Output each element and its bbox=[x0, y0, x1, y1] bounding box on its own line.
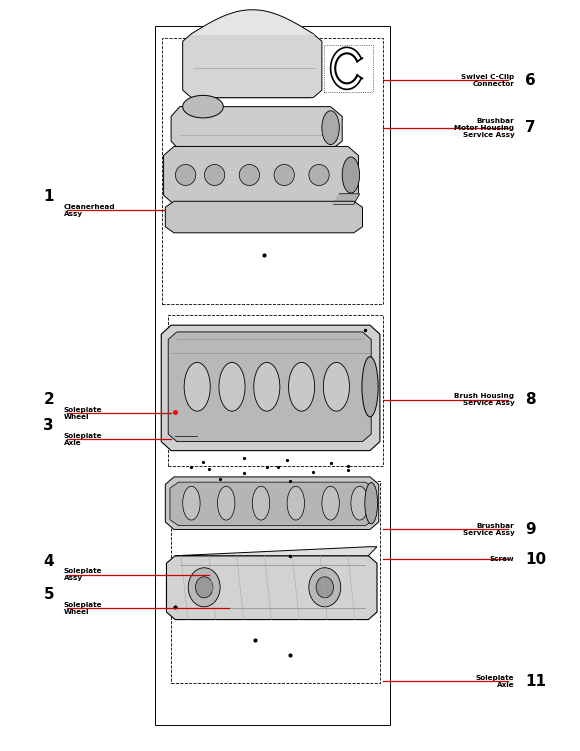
Bar bbox=[162, 38, 383, 304]
Text: 3: 3 bbox=[44, 418, 54, 433]
Polygon shape bbox=[166, 556, 377, 620]
Ellipse shape bbox=[309, 164, 329, 185]
Text: 11: 11 bbox=[525, 674, 546, 689]
Text: 6: 6 bbox=[525, 73, 536, 88]
Text: 10: 10 bbox=[525, 552, 546, 567]
Text: 4: 4 bbox=[44, 553, 54, 569]
Ellipse shape bbox=[365, 482, 378, 524]
Text: Soleplate
Wheel: Soleplate Wheel bbox=[64, 406, 102, 420]
Polygon shape bbox=[183, 34, 322, 98]
Text: Swivel C-Clip
Connector: Swivel C-Clip Connector bbox=[461, 74, 514, 87]
Ellipse shape bbox=[183, 487, 200, 520]
Ellipse shape bbox=[287, 487, 305, 520]
Ellipse shape bbox=[351, 487, 368, 520]
Ellipse shape bbox=[195, 577, 213, 598]
Ellipse shape bbox=[322, 487, 339, 520]
Ellipse shape bbox=[188, 568, 220, 607]
Ellipse shape bbox=[183, 95, 223, 118]
Polygon shape bbox=[165, 201, 362, 233]
Ellipse shape bbox=[362, 357, 378, 417]
Ellipse shape bbox=[323, 362, 349, 412]
Ellipse shape bbox=[316, 577, 334, 598]
Ellipse shape bbox=[274, 164, 294, 185]
Text: Soleplate
Axle: Soleplate Axle bbox=[64, 433, 102, 446]
Bar bbox=[155, 26, 390, 725]
Bar bbox=[168, 315, 383, 466]
Polygon shape bbox=[164, 146, 358, 204]
Text: 7: 7 bbox=[525, 120, 535, 135]
Polygon shape bbox=[175, 547, 377, 556]
Ellipse shape bbox=[184, 362, 211, 412]
Bar bbox=[171, 481, 380, 683]
Ellipse shape bbox=[322, 110, 339, 145]
Ellipse shape bbox=[289, 362, 315, 412]
Text: Cleanerhead
Assy: Cleanerhead Assy bbox=[64, 204, 115, 217]
Polygon shape bbox=[161, 325, 380, 451]
Polygon shape bbox=[334, 194, 360, 204]
Polygon shape bbox=[168, 332, 371, 442]
Text: Soleplate
Wheel: Soleplate Wheel bbox=[64, 602, 102, 615]
Ellipse shape bbox=[239, 164, 260, 185]
Text: Brushbar
Motor Housing
Service Assy: Brushbar Motor Housing Service Assy bbox=[455, 118, 514, 137]
Text: 2: 2 bbox=[44, 392, 54, 407]
Ellipse shape bbox=[252, 487, 270, 520]
Text: 9: 9 bbox=[525, 522, 535, 537]
Bar bbox=[324, 45, 373, 92]
Ellipse shape bbox=[219, 362, 245, 412]
Polygon shape bbox=[170, 482, 374, 526]
Text: 8: 8 bbox=[525, 392, 535, 407]
Text: 5: 5 bbox=[44, 587, 54, 602]
Ellipse shape bbox=[342, 157, 360, 193]
Ellipse shape bbox=[204, 164, 225, 185]
Polygon shape bbox=[165, 477, 379, 529]
Text: Soleplate
Assy: Soleplate Assy bbox=[64, 568, 102, 581]
Ellipse shape bbox=[218, 487, 235, 520]
Polygon shape bbox=[171, 107, 342, 150]
Text: Brushbar
Service Assy: Brushbar Service Assy bbox=[463, 523, 514, 536]
Text: Screw: Screw bbox=[490, 556, 514, 562]
Ellipse shape bbox=[309, 568, 341, 607]
Text: Brush Housing
Service Assy: Brush Housing Service Assy bbox=[455, 393, 514, 406]
Ellipse shape bbox=[175, 164, 196, 185]
Text: Soleplate
Axle: Soleplate Axle bbox=[476, 674, 514, 688]
Ellipse shape bbox=[254, 362, 280, 412]
Text: 1: 1 bbox=[44, 189, 54, 204]
